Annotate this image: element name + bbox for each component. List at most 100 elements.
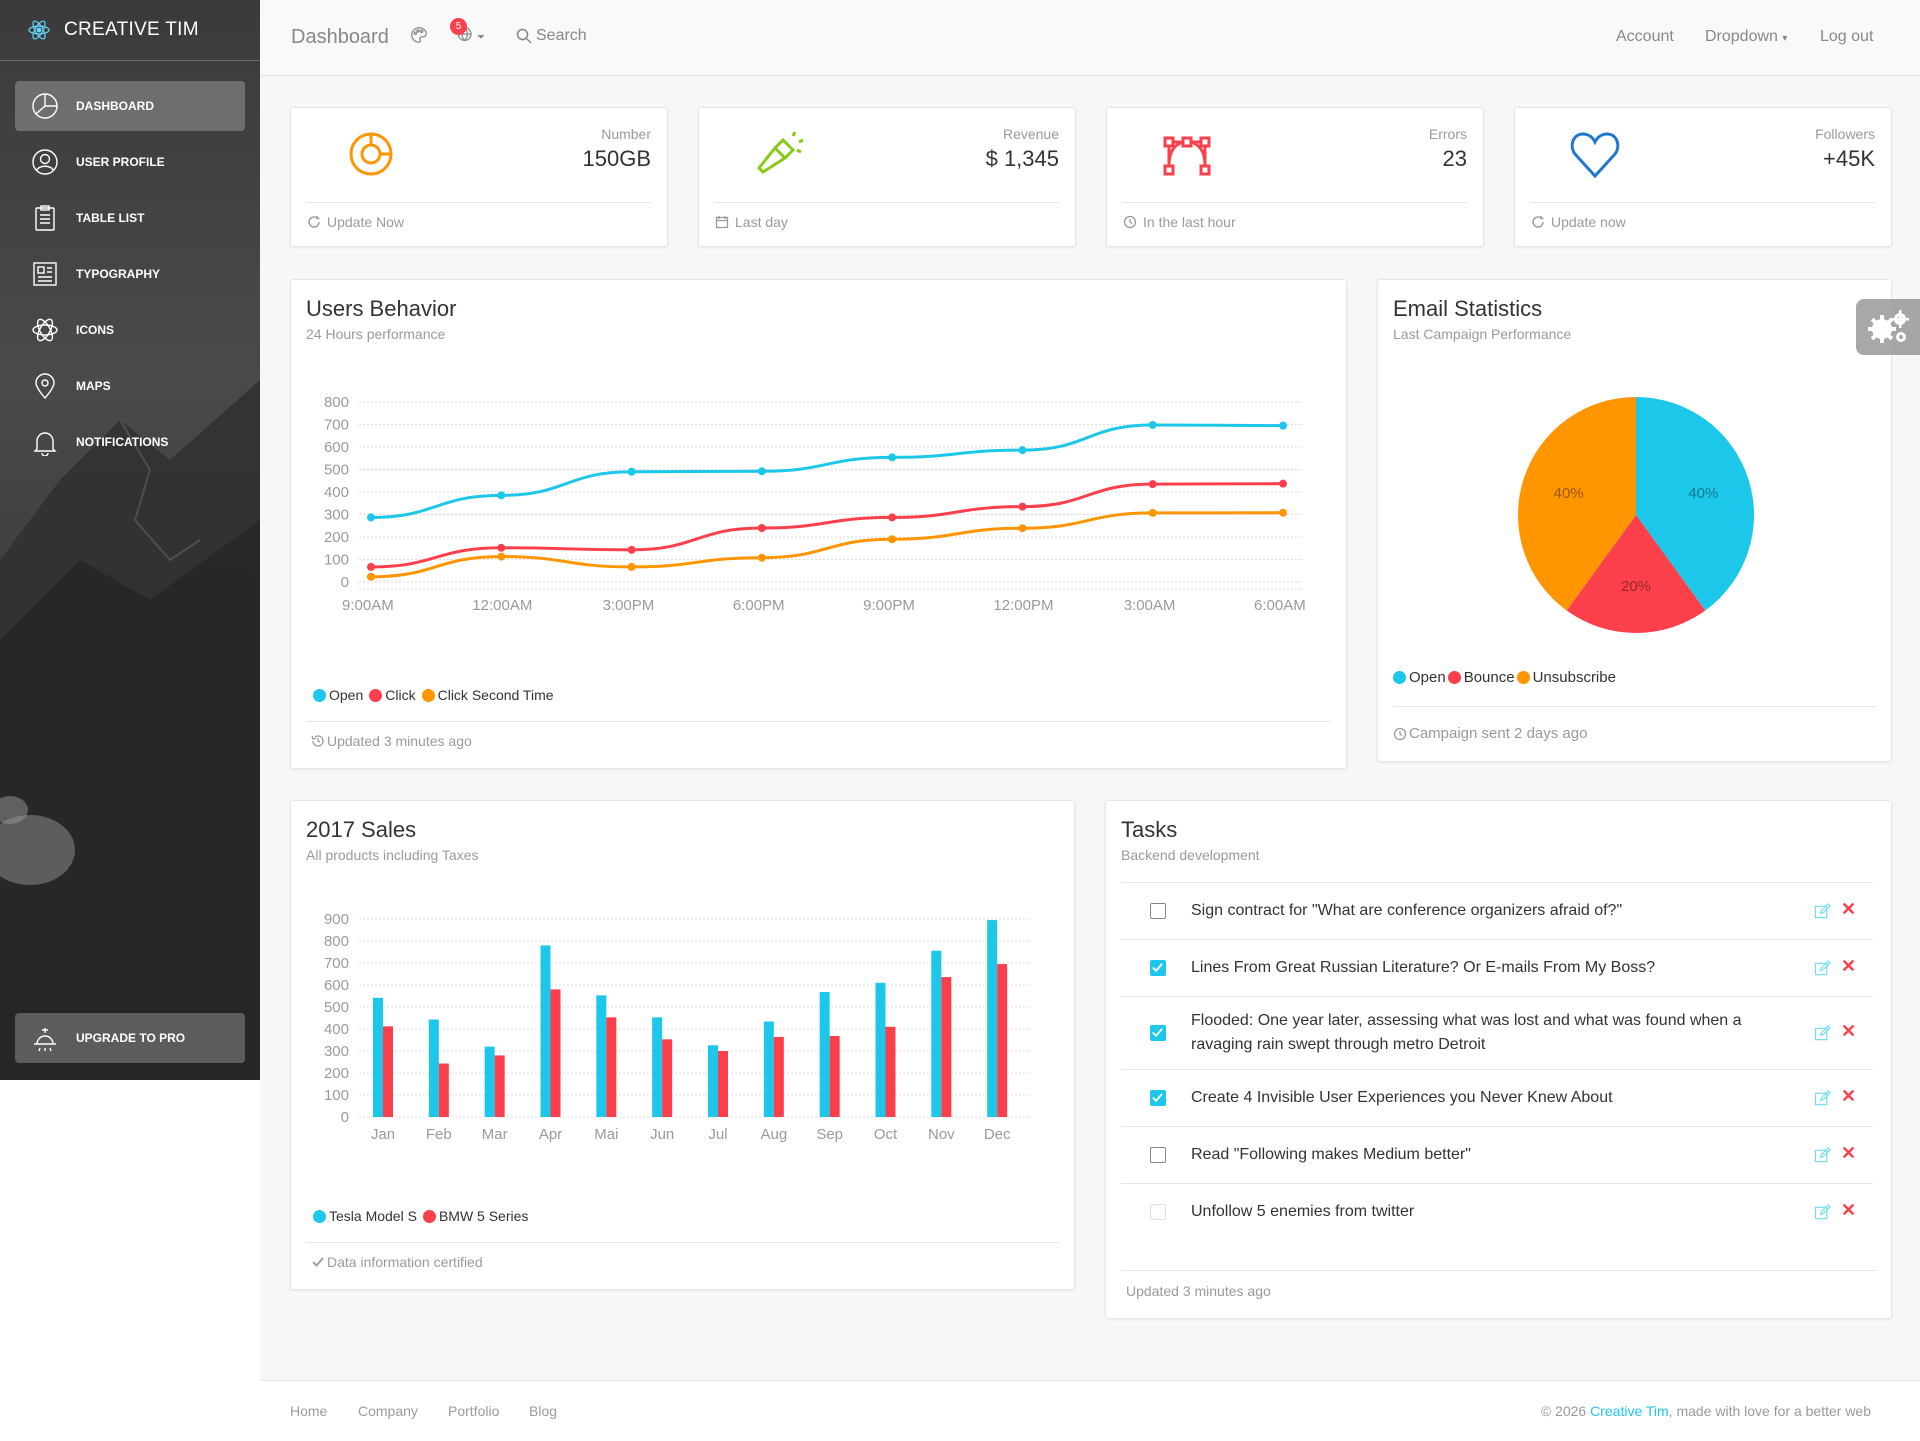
task-checkbox[interactable] bbox=[1150, 1090, 1166, 1106]
creative-tim-link[interactable]: Creative Tim bbox=[1590, 1403, 1669, 1419]
sidebar-item-dashboard[interactable]: DASHBOARD bbox=[15, 81, 245, 131]
legend-swatch-unsubscribe bbox=[1516, 671, 1530, 684]
brand-logo[interactable]: CREATIVE TIM bbox=[0, 0, 260, 61]
sidebar: CREATIVE TIM DASHBOARD USER PROFILE TABL… bbox=[0, 0, 260, 1080]
footer-link-blog[interactable]: Blog bbox=[529, 1403, 558, 1419]
edit-icon[interactable] bbox=[1814, 1025, 1831, 1042]
edit-icon[interactable] bbox=[1814, 1147, 1831, 1164]
task-checkbox[interactable] bbox=[1150, 903, 1166, 919]
logout-link[interactable]: Log out bbox=[1820, 28, 1874, 45]
stat-label: Followers bbox=[1815, 126, 1875, 142]
pie-value-label: 40% bbox=[1688, 485, 1718, 502]
footer-link-portfolio[interactable]: Portfolio bbox=[448, 1403, 500, 1419]
x-tick-label: 9:00AM bbox=[342, 597, 394, 614]
data-point bbox=[757, 553, 766, 562]
footer-link-company[interactable]: Company bbox=[358, 1403, 418, 1419]
footer-link-home[interactable]: Home bbox=[290, 1403, 328, 1419]
chart-legend: Tesla Model S BMW 5 Series bbox=[313, 1208, 534, 1224]
sidebar-item-label: TABLE LIST bbox=[76, 211, 145, 225]
sidebar-item-label: DASHBOARD bbox=[76, 99, 154, 113]
heart-icon bbox=[1570, 132, 1620, 179]
card-subtitle: Backend development bbox=[1121, 847, 1260, 863]
account-link[interactable]: Account bbox=[1616, 28, 1674, 45]
search-link[interactable]: Search bbox=[516, 27, 587, 45]
remove-icon[interactable]: ✕ bbox=[1841, 1200, 1857, 1220]
sidebar-item-label: USER PROFILE bbox=[76, 155, 165, 169]
sidebar-item-notifications[interactable]: NOTIFICATIONS bbox=[15, 417, 245, 467]
bar bbox=[383, 1026, 393, 1117]
task-text: Flooded: One year later, assessing what … bbox=[1191, 1012, 1742, 1053]
card-title: Users Behavior bbox=[306, 296, 457, 321]
edit-icon[interactable] bbox=[1814, 1204, 1831, 1221]
sidebar-background-image bbox=[0, 0, 260, 1080]
tasks-card: Tasks Backend development Sign contract … bbox=[1105, 800, 1892, 1319]
atom-icon bbox=[30, 315, 60, 345]
fixed-settings-plugin[interactable] bbox=[1856, 299, 1920, 355]
data-point bbox=[1018, 502, 1027, 511]
task-row: Read "Following makes Medium better" ✕ bbox=[1121, 1126, 1873, 1183]
y-tick-label: 400 bbox=[324, 1021, 349, 1038]
top-navbar: Dashboard 5 Search Account Dropdown ▾ Lo… bbox=[260, 0, 1920, 76]
remove-icon[interactable]: ✕ bbox=[1841, 1143, 1857, 1163]
sidebar-item-label: TYPOGRAPHY bbox=[76, 267, 161, 281]
sidebar-item-typography[interactable]: TYPOGRAPHY bbox=[15, 249, 245, 299]
edit-icon[interactable] bbox=[1814, 960, 1831, 977]
task-checkbox[interactable] bbox=[1150, 960, 1166, 976]
y-tick-label: 0 bbox=[341, 1109, 349, 1126]
data-point bbox=[1018, 524, 1027, 533]
bar bbox=[941, 977, 952, 1117]
pie-value-label: 20% bbox=[1621, 578, 1651, 595]
bar bbox=[829, 1036, 840, 1117]
remove-icon[interactable]: ✕ bbox=[1841, 1086, 1857, 1106]
legend-label: Open bbox=[1409, 669, 1446, 686]
stat-card-followers: Followers +45K Update now bbox=[1514, 107, 1892, 247]
legend-label: BMW 5 Series bbox=[438, 1208, 529, 1224]
x-tick-label: 3:00AM bbox=[1124, 597, 1176, 614]
check-icon bbox=[1152, 963, 1163, 973]
remove-icon[interactable]: ✕ bbox=[1841, 1021, 1857, 1041]
pie-value-label: 40% bbox=[1554, 485, 1584, 502]
y-tick-label: 800 bbox=[324, 394, 349, 411]
remove-icon[interactable]: ✕ bbox=[1841, 899, 1857, 919]
legend-label: Bounce bbox=[1463, 669, 1515, 686]
data-point bbox=[1279, 421, 1287, 430]
divider bbox=[306, 1242, 1059, 1243]
remove-icon[interactable]: ✕ bbox=[1841, 956, 1857, 976]
task-checkbox[interactable] bbox=[1150, 1025, 1166, 1041]
edit-icon[interactable] bbox=[1814, 903, 1831, 920]
dropdown-toggle[interactable]: Dropdown ▾ bbox=[1705, 28, 1787, 46]
card-footer-text: Data information certified bbox=[327, 1254, 483, 1270]
palette-icon[interactable] bbox=[410, 26, 428, 47]
page-title[interactable]: Dashboard bbox=[291, 26, 389, 48]
stat-footer[interactable]: In the last hour bbox=[1123, 214, 1236, 230]
stat-footer[interactable]: Update now bbox=[1531, 214, 1626, 230]
bar bbox=[484, 1046, 495, 1117]
legend-label: Tesla Model S bbox=[329, 1208, 417, 1224]
edit-icon[interactable] bbox=[1814, 1090, 1831, 1107]
card-title: 2017 Sales bbox=[306, 817, 417, 842]
clock-icon bbox=[1393, 727, 1407, 740]
upgrade-to-pro-button[interactable]: UPGRADE TO PRO bbox=[15, 1013, 245, 1063]
stat-footer[interactable]: Update Now bbox=[307, 214, 404, 230]
x-tick-label: Dec bbox=[984, 1126, 1011, 1143]
legend-swatch-open bbox=[1393, 671, 1406, 684]
divider bbox=[306, 721, 1331, 722]
data-point bbox=[1018, 446, 1027, 455]
stat-footer-text: Update Now bbox=[327, 214, 405, 230]
task-row: Lines From Great Russian Literature? Or … bbox=[1121, 939, 1873, 996]
pie-slice bbox=[1518, 397, 1636, 611]
y-tick-label: 100 bbox=[324, 552, 349, 569]
task-checkbox[interactable] bbox=[1150, 1204, 1166, 1220]
flashlight-icon bbox=[756, 131, 804, 174]
y-tick-label: 200 bbox=[324, 1065, 349, 1082]
task-checkbox[interactable] bbox=[1150, 1147, 1166, 1163]
sidebar-item-table-list[interactable]: TABLE LIST bbox=[15, 193, 245, 243]
card-subtitle: 24 Hours performance bbox=[306, 326, 446, 342]
check-icon bbox=[312, 1257, 324, 1267]
task-row: Sign contract for "What are conference o… bbox=[1121, 882, 1873, 939]
sidebar-item-user-profile[interactable]: USER PROFILE bbox=[15, 137, 245, 187]
y-tick-label: 500 bbox=[324, 999, 349, 1016]
stat-footer[interactable]: Last day bbox=[715, 214, 788, 230]
sidebar-item-maps[interactable]: MAPS bbox=[15, 361, 245, 411]
sidebar-item-icons[interactable]: ICONS bbox=[15, 305, 245, 355]
